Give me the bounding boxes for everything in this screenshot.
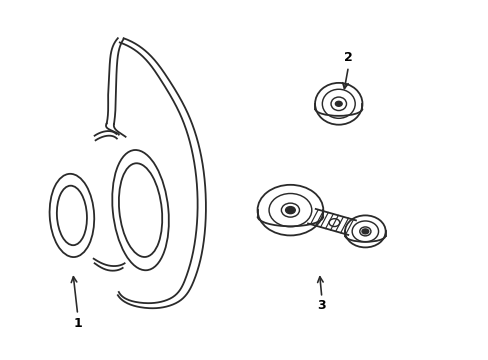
Text: 3: 3 <box>317 299 325 312</box>
Text: 2: 2 <box>344 51 352 64</box>
Circle shape <box>361 229 368 234</box>
Text: 1: 1 <box>73 317 82 330</box>
Circle shape <box>335 101 342 106</box>
Circle shape <box>285 207 295 214</box>
